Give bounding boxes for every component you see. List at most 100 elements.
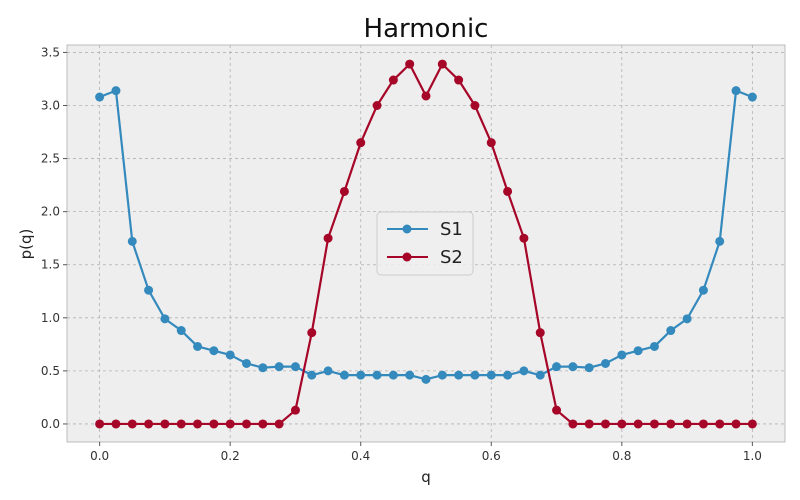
data-point-s2 xyxy=(568,419,578,429)
data-point-s2 xyxy=(584,419,594,429)
data-point-s1 xyxy=(731,86,741,96)
data-point-s1 xyxy=(470,370,480,380)
data-point-s1 xyxy=(307,370,317,380)
data-point-s1 xyxy=(584,363,594,373)
x-tick-label: 0.2 xyxy=(221,449,240,463)
data-point-s2 xyxy=(144,419,154,429)
y-tick-label: 2.5 xyxy=(41,152,60,166)
data-point-s2 xyxy=(454,75,464,85)
data-point-s1 xyxy=(715,236,725,246)
data-point-s1 xyxy=(225,350,235,360)
data-point-s2 xyxy=(666,419,676,429)
data-point-s2 xyxy=(552,405,562,415)
data-point-s1 xyxy=(698,285,708,295)
data-point-s2 xyxy=(486,138,496,148)
data-point-s2 xyxy=(649,419,659,429)
data-point-s2 xyxy=(535,328,545,338)
data-point-s2 xyxy=(437,59,447,69)
legend-marker-s2 xyxy=(402,252,412,262)
data-point-s1 xyxy=(519,366,529,376)
data-point-s1 xyxy=(274,362,284,372)
data-point-s1 xyxy=(339,370,349,380)
data-point-s2 xyxy=(160,419,170,429)
x-tick-label: 0.8 xyxy=(612,449,631,463)
data-point-s1 xyxy=(633,346,643,356)
series-s1 xyxy=(95,86,757,384)
data-point-s1 xyxy=(193,341,203,351)
data-point-s2 xyxy=(290,405,300,415)
y-tick-label: 0.0 xyxy=(41,417,60,431)
data-point-s2 xyxy=(405,59,415,69)
x-tick-label: 0.6 xyxy=(482,449,501,463)
y-tick-label: 1.5 xyxy=(41,258,60,272)
data-point-s1 xyxy=(747,92,757,102)
legend-box xyxy=(376,211,474,276)
data-point-s1 xyxy=(290,362,300,372)
data-point-s2 xyxy=(176,419,186,429)
x-tick-label: 0.0 xyxy=(90,449,109,463)
data-point-s1 xyxy=(144,285,154,295)
data-point-s2 xyxy=(307,328,317,338)
data-point-s1 xyxy=(503,370,513,380)
data-point-s2 xyxy=(421,91,431,101)
data-point-s2 xyxy=(747,419,757,429)
data-point-s2 xyxy=(519,233,529,243)
data-point-s1 xyxy=(258,363,268,373)
data-point-s1 xyxy=(372,370,382,380)
legend-marker-s1 xyxy=(402,224,412,234)
data-point-s2 xyxy=(715,419,725,429)
y-axis-ticks: 0.0 0.5 1.0 1.5 2.0 2.5 3.0 3.5 xyxy=(41,45,67,431)
series-layer xyxy=(95,59,757,429)
data-point-s2 xyxy=(617,419,627,429)
data-point-s2 xyxy=(388,75,398,85)
data-point-s2 xyxy=(356,138,366,148)
data-point-s1 xyxy=(649,341,659,351)
y-tick-label: 0.5 xyxy=(41,364,60,378)
legend-label-s2: S2 xyxy=(440,247,463,268)
data-point-s2 xyxy=(323,233,333,243)
data-point-s1 xyxy=(666,326,676,336)
data-point-s2 xyxy=(470,101,480,111)
data-point-s1 xyxy=(388,370,398,380)
data-point-s2 xyxy=(193,419,203,429)
data-point-s1 xyxy=(176,326,186,336)
data-point-s2 xyxy=(633,419,643,429)
x-axis-label: q xyxy=(421,468,431,486)
data-point-s1 xyxy=(682,314,692,324)
y-tick-label: 2.0 xyxy=(41,205,60,219)
chart-title: Harmonic xyxy=(364,14,489,44)
data-point-s1 xyxy=(356,370,366,380)
legend: S1 S2 xyxy=(376,211,474,276)
data-point-s1 xyxy=(454,370,464,380)
data-point-s1 xyxy=(209,346,219,356)
data-point-s2 xyxy=(111,419,121,429)
x-tick-label: 0.4 xyxy=(351,449,370,463)
data-point-s2 xyxy=(95,419,105,429)
series-s2 xyxy=(95,59,757,429)
y-axis-label: p(q) xyxy=(17,229,35,260)
data-point-s1 xyxy=(405,370,415,380)
data-point-s2 xyxy=(731,419,741,429)
data-point-s2 xyxy=(225,419,235,429)
data-point-s1 xyxy=(486,370,496,380)
data-point-s1 xyxy=(95,92,105,102)
y-tick-label: 3.5 xyxy=(41,45,60,59)
data-point-s2 xyxy=(274,419,284,429)
data-point-s2 xyxy=(601,419,610,429)
data-point-s1 xyxy=(323,366,333,376)
data-point-s1 xyxy=(617,350,627,360)
data-point-s1 xyxy=(552,362,562,372)
data-point-s2 xyxy=(209,419,219,429)
data-point-s1 xyxy=(601,358,610,368)
data-point-s2 xyxy=(242,419,251,429)
data-point-s2 xyxy=(698,419,708,429)
data-point-s1 xyxy=(568,362,578,372)
data-point-s2 xyxy=(339,186,349,196)
data-point-s2 xyxy=(258,419,268,429)
y-tick-label: 1.0 xyxy=(41,311,60,325)
data-point-s1 xyxy=(111,86,121,96)
x-tick-label: 1.0 xyxy=(743,449,762,463)
x-axis-ticks: 0.0 0.2 0.4 0.6 0.8 1.0 xyxy=(90,442,762,463)
data-point-s1 xyxy=(437,370,447,380)
